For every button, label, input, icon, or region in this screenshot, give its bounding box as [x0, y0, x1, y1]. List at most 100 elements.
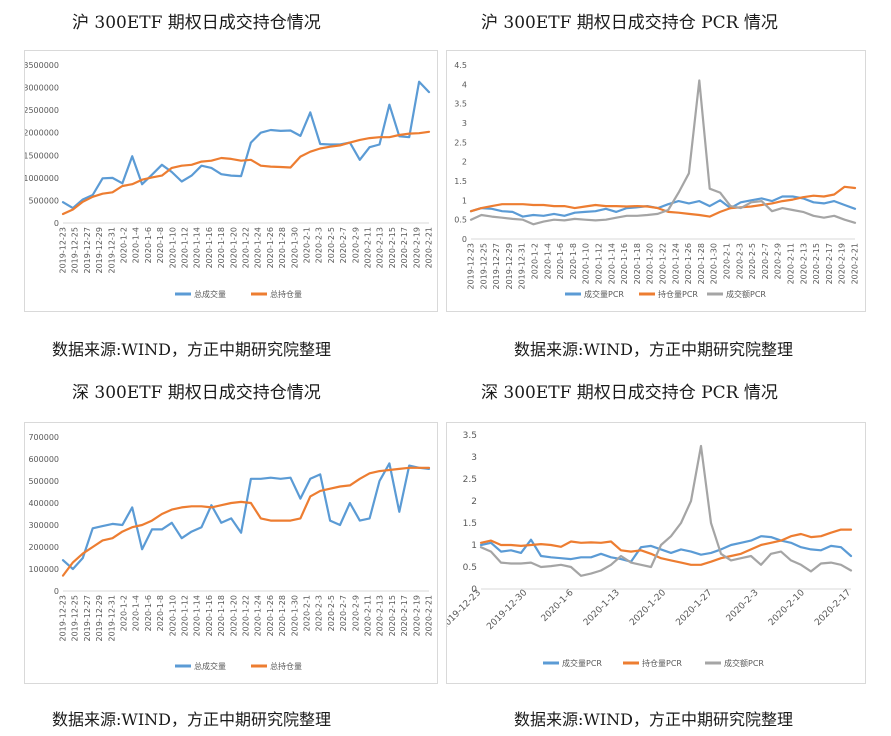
data-point — [719, 199, 721, 201]
data-point — [590, 556, 592, 558]
data-point — [102, 177, 104, 179]
data-point — [349, 502, 351, 504]
data-point — [532, 223, 534, 225]
data-point — [810, 548, 812, 550]
data-point — [812, 215, 814, 217]
x-tick-label: 2020-1-16 — [205, 227, 214, 268]
y-tick-label: 0.5 — [463, 563, 477, 573]
data-point — [771, 202, 773, 204]
data-point — [700, 445, 702, 447]
x-tick-label: 2020-1-6 — [144, 227, 153, 263]
x-tick-label: 2020-1-28 — [697, 243, 706, 284]
data-point — [299, 156, 301, 158]
data-point — [369, 517, 371, 519]
y-tick-label: 500000 — [28, 477, 59, 486]
data-point — [200, 505, 202, 507]
data-point — [553, 219, 555, 221]
data-point — [698, 79, 700, 81]
data-point — [280, 166, 282, 168]
data-point — [210, 504, 212, 506]
data-point — [510, 549, 512, 551]
data-point — [770, 542, 772, 544]
data-point — [650, 545, 652, 547]
chart-panel-sh-pcr: 0 0.5 1 1.5 2 2.5 3 3.5 4 4.5 2019-12-23 2019-12-25… — [446, 50, 866, 312]
data-point — [730, 559, 732, 561]
data-point — [260, 132, 262, 134]
data-point — [339, 524, 341, 526]
y-tick-label: 300000 — [28, 521, 59, 530]
data-point — [820, 535, 822, 537]
x-tick-label: 2020-2-17 — [825, 243, 834, 284]
data-point — [250, 142, 252, 144]
y-tick-label: 4 — [462, 80, 467, 89]
data-point — [388, 469, 390, 471]
data-point — [359, 520, 361, 522]
x-tick-label: 2020-1-8 — [156, 595, 165, 631]
data-point — [553, 205, 555, 207]
data-point — [690, 551, 692, 553]
data-point — [770, 553, 772, 555]
data-point — [650, 566, 652, 568]
data-point — [240, 160, 242, 162]
data-point — [680, 522, 682, 524]
chart-panel-sz-pcr: 0 0.5 1 1.5 2 2.5 3 3.5 2019-12-23 2019-12-30 2020… — [446, 422, 866, 684]
data-point — [490, 540, 492, 542]
data-point — [719, 211, 721, 213]
y-tick-label: 700000 — [28, 433, 59, 442]
data-point — [740, 557, 742, 559]
series-line-orange — [61, 130, 431, 216]
data-point — [670, 559, 672, 561]
data-point — [418, 81, 420, 83]
data-point — [200, 165, 202, 167]
data-point — [72, 208, 74, 210]
data-point — [280, 478, 282, 480]
data-point — [820, 562, 822, 564]
x-tick-label: 2020-2-15 — [388, 227, 397, 268]
data-point — [191, 175, 193, 177]
data-point — [250, 159, 252, 161]
y-tick-label: 3.5 — [454, 100, 467, 109]
data-point — [491, 208, 493, 210]
data-point — [810, 570, 812, 572]
data-point — [131, 506, 133, 508]
data-point — [698, 200, 700, 202]
data-point — [319, 148, 321, 150]
data-point — [550, 565, 552, 567]
y-tick-label: 0 — [471, 585, 477, 595]
data-point — [830, 562, 832, 564]
data-point — [584, 206, 586, 208]
data-point — [560, 564, 562, 566]
y-tick-label: 0 — [462, 235, 467, 244]
data-point — [171, 171, 173, 173]
data-point — [850, 555, 852, 557]
data-point — [792, 195, 794, 197]
data-point — [823, 217, 825, 219]
data-point — [620, 558, 622, 560]
data-point — [709, 188, 711, 190]
data-point — [522, 219, 524, 221]
x-tick-label: 2020-2-19 — [412, 595, 421, 636]
data-point — [820, 549, 822, 551]
data-point — [700, 564, 702, 566]
y-tick-label: 1.5 — [463, 519, 477, 529]
data-point — [574, 207, 576, 209]
data-point — [792, 199, 794, 201]
y-tick-label: 4.5 — [454, 61, 467, 70]
data-point — [560, 546, 562, 548]
data-point — [191, 531, 193, 533]
data-point — [626, 215, 628, 217]
data-point — [270, 129, 272, 131]
data-point — [121, 185, 123, 187]
data-point — [309, 151, 311, 153]
data-point — [141, 548, 143, 550]
data-point — [220, 522, 222, 524]
data-point — [790, 542, 792, 544]
x-tick-label: 2020-1-20 — [229, 227, 238, 268]
data-point — [512, 203, 514, 205]
x-tick-label: 2020-2-7 — [339, 595, 348, 631]
data-point — [690, 500, 692, 502]
data-point — [781, 200, 783, 202]
data-point — [560, 557, 562, 559]
series-line-blue — [479, 535, 853, 563]
y-tick-label: 0 — [54, 219, 59, 228]
